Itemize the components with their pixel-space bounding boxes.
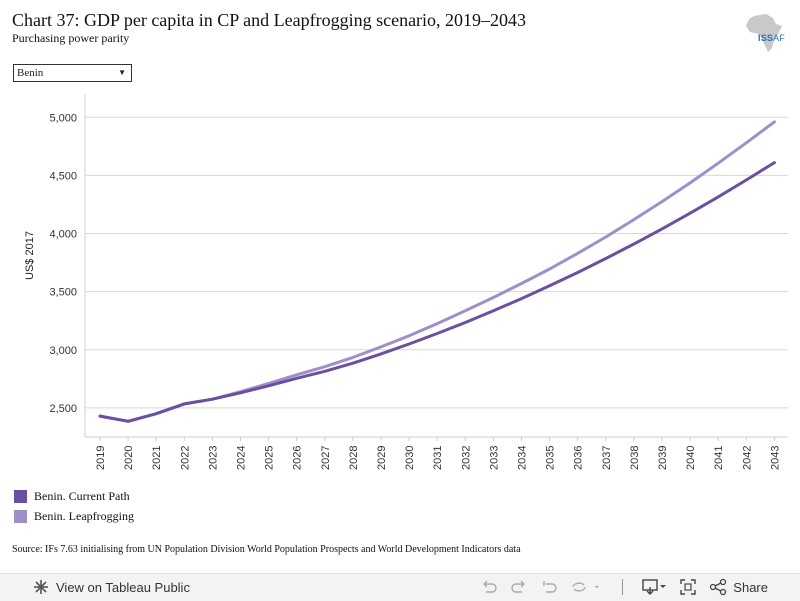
x-tick-label: 2021 xyxy=(151,446,163,470)
line-chart: 2,500 3,000 3,500 4,000 4,500 5,000 US$ 2017 20… xyxy=(24,94,788,470)
legend-label: Benin. Leapfrogging xyxy=(34,508,134,523)
x-tick-label: 2028 xyxy=(348,446,360,470)
y-tick-label: 4,500 xyxy=(49,170,77,182)
x-tick-label: 2019 xyxy=(95,446,107,470)
y-tick-label: 3,000 xyxy=(49,345,77,357)
revert-icon[interactable] xyxy=(540,578,558,596)
x-tick-label: 2022 xyxy=(179,446,191,470)
x-tick-label: 2043 xyxy=(769,446,781,470)
chart-subtitle: Purchasing power parity xyxy=(12,31,130,45)
chart-title: Chart 37: GDP per capita in CP and Leapf… xyxy=(12,10,527,30)
y-tick-label: 2,500 xyxy=(49,403,77,415)
tableau-logo-icon xyxy=(34,580,48,594)
tableau-toolbar: View on Tableau Public Share xyxy=(0,573,800,601)
x-tick-label: 2041 xyxy=(713,446,725,470)
x-tick-label: 2024 xyxy=(236,446,248,470)
refresh-icon[interactable] xyxy=(570,578,588,596)
country-select[interactable]: Benin ▼ xyxy=(13,64,132,82)
africa-map-icon xyxy=(746,14,782,52)
x-tick-label: 2035 xyxy=(545,446,557,470)
pause-dropdown-icon[interactable] xyxy=(594,578,604,596)
x-tick-label: 2030 xyxy=(404,446,416,470)
legend-label: Benin. Current Path xyxy=(34,488,130,503)
x-tick-label: 2034 xyxy=(517,446,529,470)
x-tick-label: 2025 xyxy=(264,446,276,470)
legend-swatch xyxy=(14,509,27,523)
x-tick-label: 2038 xyxy=(629,446,641,470)
x-tick-label: 2032 xyxy=(460,446,472,470)
x-tick-label: 2023 xyxy=(207,446,219,470)
download-icon[interactable] xyxy=(641,578,667,596)
x-tick-label: 2040 xyxy=(685,446,697,470)
x-tick-label: 2036 xyxy=(573,446,585,470)
x-tick-label: 2026 xyxy=(292,446,304,470)
series-line-benin-leapfrogging xyxy=(98,120,776,423)
toolbar-divider xyxy=(622,579,624,595)
x-tick-label: 2029 xyxy=(376,446,388,470)
fullscreen-icon[interactable] xyxy=(679,578,697,596)
logo-text: ISSAF xyxy=(758,33,786,43)
x-tick-label: 2039 xyxy=(657,446,669,470)
x-tick-label: 2037 xyxy=(601,446,613,470)
undo-icon[interactable] xyxy=(480,578,498,596)
y-tick-label: 5,000 xyxy=(49,112,77,124)
y-tick-label: 4,000 xyxy=(49,229,77,241)
series-line-benin-current-path xyxy=(98,161,776,423)
x-tick-label: 2042 xyxy=(741,446,753,470)
country-select-value: Benin xyxy=(17,67,44,79)
x-tick-label: 2020 xyxy=(123,446,135,470)
x-tick-label: 2027 xyxy=(320,446,332,470)
legend-swatch xyxy=(14,489,27,503)
x-tick-label: 2031 xyxy=(432,446,444,470)
legend: Benin. Current Path Benin. Leapfrogging xyxy=(14,486,134,524)
y-axis-label: US$ 2017 xyxy=(24,231,36,280)
share-label[interactable]: Share xyxy=(733,579,768,595)
view-on-tableau-link[interactable]: View on Tableau Public xyxy=(33,579,190,595)
share-icon[interactable] xyxy=(709,578,727,596)
iss-africa-logo: ISSAF xyxy=(740,12,790,54)
redo-icon[interactable] xyxy=(510,578,528,596)
view-on-tableau-label: View on Tableau Public xyxy=(56,579,190,595)
legend-item-leapfrogging[interactable]: Benin. Leapfrogging xyxy=(14,506,134,524)
y-tick-label: 3,500 xyxy=(49,287,77,299)
legend-item-current-path[interactable]: Benin. Current Path xyxy=(14,486,134,506)
x-tick-label: 2033 xyxy=(488,446,500,470)
source-note: Source: IFs 7.63 initialising from UN Po… xyxy=(12,544,521,555)
chevron-down-icon: ▼ xyxy=(118,68,126,77)
